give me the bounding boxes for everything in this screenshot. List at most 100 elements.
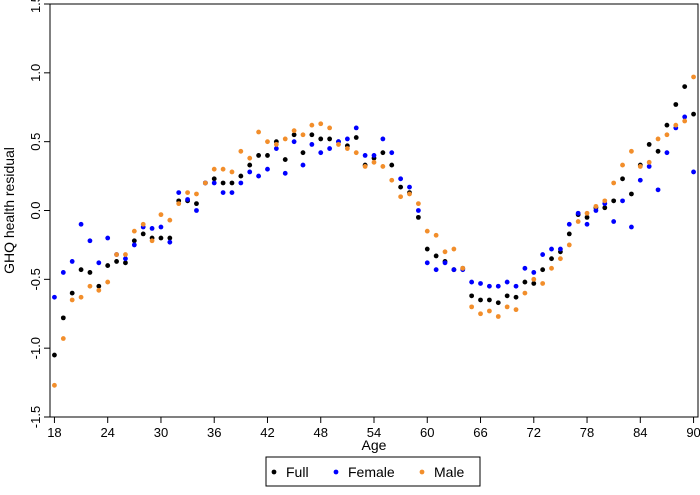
- data-point-female: [424, 260, 430, 266]
- data-point-full: [220, 180, 226, 186]
- y-axis-label: GHQ health residual: [1, 147, 17, 274]
- data-point-male: [646, 159, 652, 165]
- data-point-full: [96, 283, 102, 289]
- data-point-full: [673, 102, 679, 107]
- x-tick-label: 72: [527, 425, 541, 440]
- data-point-full: [646, 142, 652, 147]
- data-point-full: [629, 191, 634, 197]
- data-point-female: [273, 146, 279, 151]
- data-point-female: [371, 153, 377, 158]
- data-point-female: [309, 142, 315, 147]
- data-point-male: [407, 191, 412, 197]
- data-point-female: [229, 190, 235, 196]
- legend-label-male: Male: [434, 464, 465, 480]
- data-point-full: [265, 153, 270, 158]
- data-point-male: [194, 191, 199, 197]
- data-point-female: [549, 246, 554, 252]
- data-point-female: [362, 153, 368, 158]
- data-point-female: [469, 279, 475, 285]
- x-tick-label: 54: [367, 425, 381, 440]
- data-point-female: [105, 235, 111, 241]
- data-point-female: [60, 270, 66, 275]
- data-point-male: [433, 232, 439, 238]
- data-point-female: [389, 150, 395, 156]
- data-point-full: [238, 173, 244, 179]
- data-point-female: [327, 146, 333, 151]
- data-point-full: [353, 135, 359, 140]
- data-point-male: [336, 142, 341, 147]
- data-point-female: [149, 225, 155, 231]
- data-point-female: [637, 177, 643, 183]
- data-point-female: [682, 114, 688, 120]
- data-point-female: [282, 170, 288, 176]
- data-point-female: [655, 187, 661, 193]
- data-point-male: [655, 136, 661, 142]
- data-point-male: [629, 148, 634, 154]
- y-tick-label: 1.0: [28, 64, 43, 82]
- data-point-female: [69, 259, 75, 264]
- x-tick-label: 90: [686, 425, 700, 440]
- data-point-male: [256, 129, 262, 135]
- data-point-male: [131, 228, 137, 234]
- data-point-female: [52, 294, 57, 300]
- data-point-full: [469, 293, 475, 299]
- data-point-full: [664, 122, 670, 128]
- data-point-female: [194, 208, 199, 213]
- data-point-male: [558, 256, 563, 262]
- data-point-male: [495, 314, 501, 319]
- data-point-full: [87, 270, 93, 275]
- series-female: [52, 114, 696, 300]
- data-point-female: [123, 256, 128, 262]
- data-point-full: [114, 259, 119, 264]
- data-point-male: [620, 162, 625, 168]
- data-point-female: [415, 208, 421, 213]
- data-point-full: [140, 231, 146, 237]
- legend-label-full: Full: [286, 464, 309, 480]
- data-point-female: [380, 136, 386, 142]
- data-point-male: [220, 166, 226, 172]
- data-point-full: [584, 214, 590, 220]
- data-point-male: [380, 164, 386, 169]
- data-point-female: [433, 267, 439, 273]
- data-point-full: [380, 150, 386, 156]
- data-point-full: [602, 205, 608, 211]
- data-point-full: [691, 111, 696, 117]
- data-point-female: [629, 224, 634, 230]
- legend-marker-full: [271, 469, 277, 475]
- data-point-full: [540, 267, 546, 273]
- data-point-male: [185, 190, 190, 196]
- data-point-male: [469, 304, 475, 310]
- x-tick-label: 66: [473, 425, 487, 440]
- data-point-male: [682, 118, 688, 124]
- data-point-full: [211, 176, 217, 182]
- data-point-full: [522, 279, 528, 285]
- data-point-male: [69, 297, 75, 303]
- data-point-full: [478, 297, 483, 303]
- x-tick-label: 60: [420, 425, 434, 440]
- data-point-female: [513, 283, 519, 289]
- data-point-male: [238, 148, 244, 154]
- data-point-male: [398, 194, 404, 200]
- data-point-male: [60, 336, 66, 341]
- data-point-female: [451, 267, 457, 273]
- data-point-full: [513, 294, 519, 300]
- plot-frame: [49, 3, 699, 418]
- y-tick-label: -0.5: [28, 268, 43, 290]
- series-full: [52, 84, 696, 358]
- y-tick-label: -1.5: [28, 406, 43, 428]
- data-point-female: [211, 180, 217, 186]
- data-point-male: [460, 265, 466, 271]
- data-point-female: [256, 173, 262, 179]
- data-point-male: [522, 290, 528, 296]
- data-point-female: [318, 150, 324, 156]
- data-point-full: [486, 297, 492, 303]
- data-point-full: [424, 246, 430, 252]
- data-point-full: [229, 180, 235, 186]
- data-point-male: [123, 252, 128, 257]
- legend: Full Female Male: [265, 456, 481, 487]
- data-point-female: [522, 265, 528, 271]
- data-point-female: [265, 166, 270, 172]
- data-point-full: [52, 352, 57, 358]
